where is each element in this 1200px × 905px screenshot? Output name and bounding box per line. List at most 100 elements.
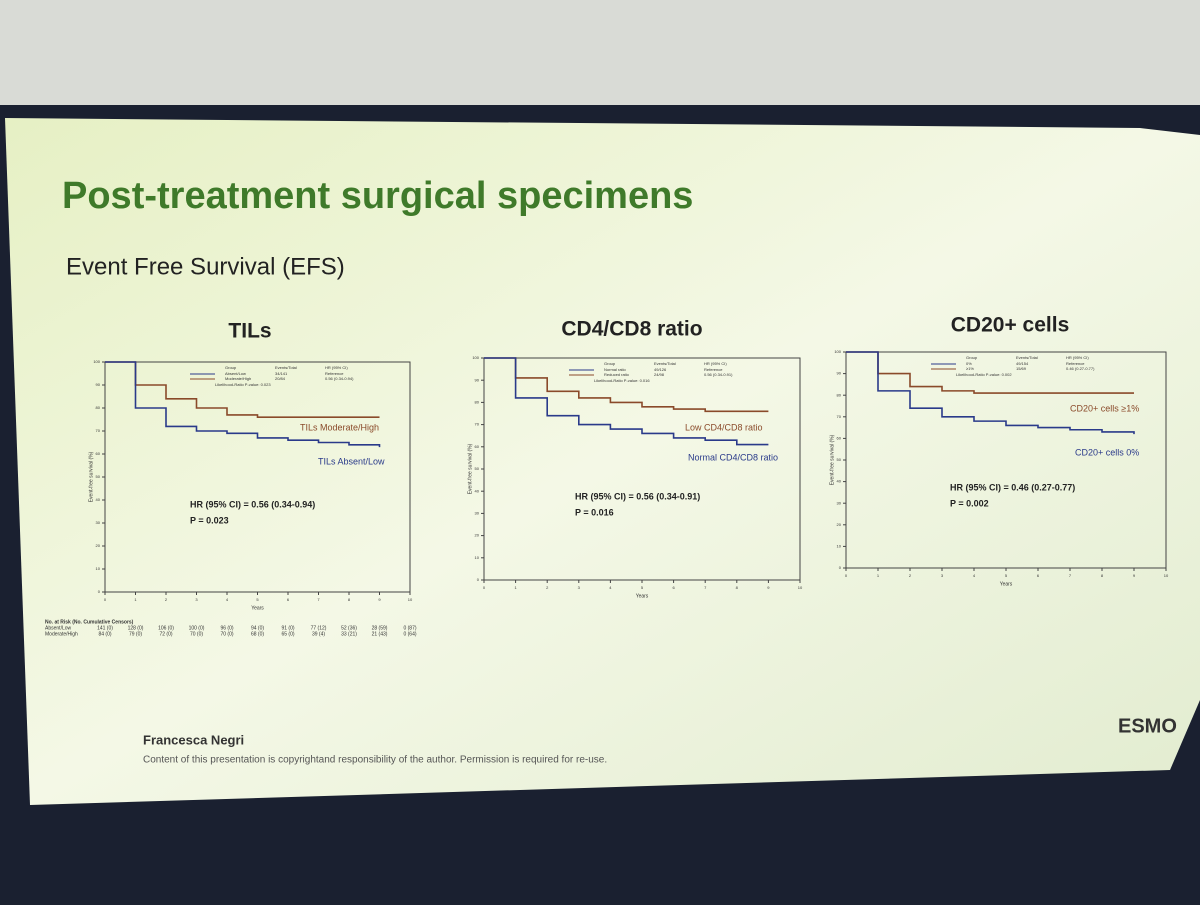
- y-tick-label: 60: [96, 451, 101, 456]
- legend-cell: Absent/Low: [225, 371, 246, 376]
- y-tick-label: 10: [837, 543, 842, 548]
- y-tick-label: 70: [96, 428, 101, 433]
- y-tick-label: 90: [475, 377, 480, 382]
- x-tick-label: 7: [704, 585, 707, 590]
- risk-cell: 65 (0): [281, 631, 294, 637]
- y-tick-label: 0: [98, 589, 101, 594]
- y-tick-label: 0: [477, 577, 480, 582]
- curve-label: CD20+ cells ≥1%: [1070, 403, 1139, 413]
- annotation: P = 0.002: [950, 498, 989, 508]
- legend-cell: Reduced ratio: [604, 372, 630, 377]
- risk-row-label: Absent/Low: [45, 625, 72, 631]
- legend-cell: Reference: [704, 367, 723, 372]
- x-tick-label: 8: [1101, 573, 1104, 578]
- x-tick-label: 2: [909, 573, 912, 578]
- x-tick-label: 6: [672, 585, 675, 590]
- x-tick-label: 7: [317, 597, 320, 602]
- risk-cell: 100 (0): [189, 625, 205, 631]
- y-tick-label: 0: [839, 565, 842, 570]
- y-tick-label: 70: [475, 422, 480, 427]
- legend-cell: 49/126: [654, 367, 667, 372]
- legend-cell: 24/98: [654, 372, 665, 377]
- ceiling: [0, 0, 1200, 105]
- legend-cell: 0%: [966, 361, 972, 366]
- legend-header: Group: [966, 355, 978, 360]
- risk-cell: 128 (0): [128, 625, 144, 631]
- legend-cell: Normal ratio: [604, 367, 627, 372]
- author: Francesca Negri: [143, 732, 244, 747]
- y-tick-label: 50: [96, 474, 101, 479]
- y-tick-label: 40: [96, 497, 101, 502]
- x-tick-label: 6: [1037, 573, 1040, 578]
- curve-label: TILs Moderate/High: [300, 422, 379, 432]
- y-tick-label: 80: [475, 399, 480, 404]
- y-tick-label: 90: [837, 371, 842, 376]
- slide: [5, 118, 1200, 805]
- legend-header: HR (95% CI): [704, 361, 727, 366]
- risk-cell: 96 (0): [220, 625, 233, 631]
- survival-curve: [484, 357, 769, 413]
- x-tick-label: 2: [546, 585, 549, 590]
- x-tick-label: 4: [226, 597, 229, 602]
- risk-cell: 0 (64): [403, 631, 416, 637]
- survival-curve: [484, 357, 769, 446]
- y-tick-label: 70: [837, 414, 842, 419]
- legend-footer: Likelihood-Ratio P-value: 0.016: [594, 378, 650, 383]
- legend-cell: Moderate/High: [225, 376, 251, 381]
- x-tick-label: 3: [195, 597, 198, 602]
- survival-curve: [105, 361, 380, 418]
- notice: Content of this presentation is copyrigh…: [143, 755, 607, 766]
- legend-cell: Reference: [325, 371, 344, 376]
- x-tick-label: 3: [578, 585, 581, 590]
- legend-header: Events/Total: [1016, 355, 1038, 360]
- chart-title: TILs: [228, 320, 271, 343]
- risk-cell: 79 (0): [129, 631, 142, 637]
- y-tick-label: 40: [837, 479, 842, 484]
- y-tick-label: 60: [837, 435, 842, 440]
- risk-cell: 21 (43): [372, 631, 388, 637]
- y-axis-label: Event-free survival (%): [88, 451, 94, 502]
- x-tick-label: 1: [514, 585, 517, 590]
- legend-cell: 34/141: [275, 371, 288, 376]
- x-tick-label: 9: [378, 597, 381, 602]
- y-tick-label: 100: [472, 355, 479, 360]
- legend-cell: 15/69: [1016, 366, 1027, 371]
- x-tick-label: 4: [609, 585, 612, 590]
- legend-cell: 49/154: [1016, 361, 1029, 366]
- x-tick-label: 9: [767, 585, 770, 590]
- x-tick-label: 10: [1164, 573, 1169, 578]
- legend-cell: 0.46 (0.27-0.77): [1066, 366, 1095, 371]
- curve-label: Low CD4/CD8 ratio: [685, 422, 763, 432]
- risk-cell: 91 (0): [281, 625, 294, 631]
- y-tick-label: 30: [837, 500, 842, 505]
- y-tick-label: 50: [837, 457, 842, 462]
- risk-cell: 39 (4): [312, 631, 325, 637]
- legend-header: Events/Total: [275, 365, 297, 370]
- legend-cell: ≥1%: [966, 366, 974, 371]
- curve-label: TILs Absent/Low: [318, 456, 385, 466]
- x-tick-label: 0: [483, 585, 486, 590]
- chart-title: CD20+ cells: [951, 314, 1070, 337]
- y-tick-label: 100: [834, 349, 841, 354]
- y-axis-label: Event-free survival (%): [467, 443, 473, 494]
- x-tick-label: 5: [256, 597, 259, 602]
- risk-cell: 77 (12): [311, 625, 327, 631]
- x-tick-label: 3: [941, 573, 944, 578]
- x-tick-label: 1: [134, 597, 137, 602]
- legend-footer: Likelihood-Ratio P-value: 0.002: [956, 372, 1012, 377]
- risk-cell: 106 (0): [158, 625, 174, 631]
- risk-cell: 72 (0): [159, 631, 172, 637]
- x-tick-label: 1: [877, 573, 880, 578]
- x-tick-label: 8: [736, 585, 739, 590]
- x-tick-label: 10: [798, 585, 803, 590]
- risk-cell: 70 (0): [220, 631, 233, 637]
- risk-cell: 70 (0): [190, 631, 203, 637]
- x-axis-label: Years: [636, 593, 649, 599]
- risk-cell: 52 (36): [341, 625, 357, 631]
- annotation: HR (95% CI) = 0.46 (0.27-0.77): [950, 482, 1075, 492]
- y-tick-label: 60: [475, 444, 480, 449]
- y-tick-label: 20: [475, 533, 480, 538]
- curve-label: Normal CD4/CD8 ratio: [688, 452, 778, 462]
- x-tick-label: 7: [1069, 573, 1072, 578]
